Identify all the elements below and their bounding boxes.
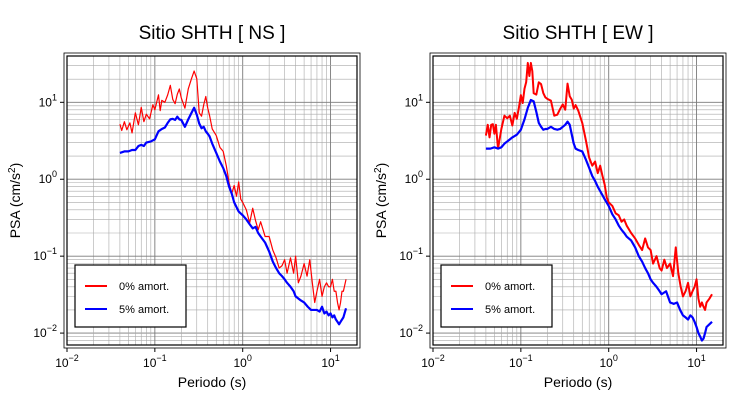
y-tick-exponent: 0 [418, 169, 423, 179]
y-axis-label-superscript: 2 [373, 167, 384, 173]
x-tick-exponent: −1 [522, 353, 532, 363]
y-axis-label-close: ) [7, 163, 23, 168]
series-line-damping-5 [119, 106, 348, 326]
x-tick-exponent: 1 [335, 353, 340, 363]
y-tick-exponent: −2 [47, 323, 57, 333]
y-tick-base: 10 [405, 95, 419, 109]
plot-frame-outer [429, 52, 727, 349]
y-tick-base: 10 [33, 249, 47, 263]
y-tick-base: 10 [39, 172, 53, 186]
x-axis-label: Periodo (s) [544, 374, 612, 390]
legend-box [440, 264, 553, 328]
x-tick-label: 101 [321, 353, 339, 370]
y-tick-label: 10−1 [33, 246, 57, 263]
y-axis-label: PSA (cm/s2) [373, 163, 389, 239]
y-tick-label: 100 [405, 169, 423, 186]
x-tick-label: 100 [234, 353, 252, 370]
x-tick-label: 10−1 [143, 353, 167, 370]
series-line-damping-5 [485, 98, 713, 342]
y-tick-label: 10−2 [33, 323, 57, 340]
legend: 0% amort. 5% amort. [74, 264, 187, 328]
x-tick-label: 10−2 [421, 353, 445, 370]
x-tick-label: 100 [600, 353, 618, 370]
x-tick-exponent: −2 [435, 353, 445, 363]
x-tick-base: 10 [687, 356, 701, 370]
x-tick-base: 10 [600, 356, 614, 370]
x-tick-label: 10−1 [509, 353, 533, 370]
y-tick-exponent: 0 [52, 169, 57, 179]
y-tick-base: 10 [39, 95, 53, 109]
plot-frame-outer [63, 52, 361, 349]
y-tick-base: 10 [33, 326, 47, 340]
y-axis-label-main: PSA (cm/s [7, 173, 23, 238]
series-line-damping-0 [119, 70, 347, 311]
x-tick-label: 101 [687, 353, 705, 370]
y-tick-exponent: −1 [47, 246, 57, 256]
y-tick-base: 10 [405, 172, 419, 186]
y-axis-label-superscript: 2 [7, 167, 18, 173]
legend-label: 0% amort. [119, 281, 169, 293]
chart-panel-ns: Sitio SHTH [ NS ]10−2 10−1 100 10110−210−11… [7, 23, 361, 390]
x-tick-base: 10 [321, 356, 335, 370]
legend-label: 5% amort. [119, 304, 169, 316]
x-axis-label: Periodo (s) [178, 374, 246, 390]
y-tick-label: 100 [39, 169, 57, 186]
x-tick-exponent: 1 [701, 353, 706, 363]
x-tick-exponent: −1 [156, 353, 166, 363]
x-tick-base: 10 [55, 356, 69, 370]
legend-label: 0% amort. [485, 281, 535, 293]
y-tick-exponent: −1 [413, 246, 423, 256]
y-tick-label: 10−1 [399, 246, 423, 263]
y-tick-exponent: 1 [418, 92, 423, 102]
legend-box [74, 264, 187, 328]
y-tick-base: 10 [399, 326, 413, 340]
y-tick-label: 101 [405, 92, 423, 109]
y-tick-label: 101 [39, 92, 57, 109]
y-tick-base: 10 [399, 249, 413, 263]
legend-label: 5% amort. [485, 304, 535, 316]
y-tick-label: 10−2 [399, 323, 423, 340]
legend: 0% amort. 5% amort. [440, 264, 553, 328]
chart-title: Sitio SHTH [ EW ] [503, 23, 654, 44]
x-tick-exponent: −2 [69, 353, 79, 363]
x-tick-label: 10−2 [55, 353, 79, 370]
x-tick-base: 10 [143, 356, 157, 370]
plot-frame [432, 55, 724, 346]
y-axis-label-close: ) [373, 163, 389, 168]
y-tick-exponent: −2 [413, 323, 423, 333]
x-tick-base: 10 [421, 356, 435, 370]
series-line-damping-0 [484, 61, 713, 311]
y-axis-label: PSA (cm/s2) [7, 163, 23, 239]
y-tick-exponent: 1 [52, 92, 57, 102]
x-tick-exponent: 0 [613, 353, 618, 363]
chart-panel-ew: Sitio SHTH [ EW ]10−2 10−1 100 10110−210−11… [373, 23, 727, 390]
x-tick-base: 10 [509, 356, 523, 370]
chart-title: Sitio SHTH [ NS ] [139, 23, 286, 44]
x-tick-base: 10 [234, 356, 248, 370]
x-tick-exponent: 0 [247, 353, 252, 363]
y-axis-label-main: PSA (cm/s [373, 173, 389, 238]
plot-frame [66, 55, 358, 346]
